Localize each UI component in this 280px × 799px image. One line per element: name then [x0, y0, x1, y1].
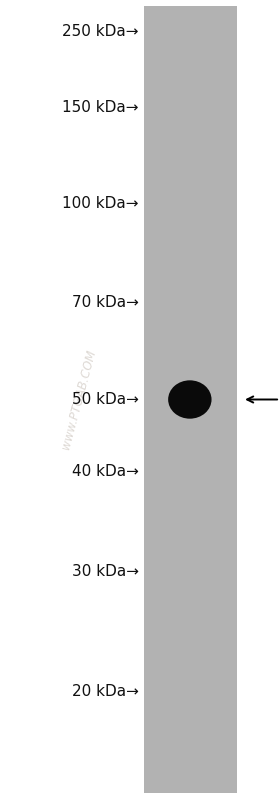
- Text: 20 kDa→: 20 kDa→: [72, 684, 139, 698]
- Ellipse shape: [168, 380, 212, 419]
- Text: 50 kDa→: 50 kDa→: [72, 392, 139, 407]
- Text: 250 kDa→: 250 kDa→: [62, 25, 139, 39]
- Text: 30 kDa→: 30 kDa→: [72, 564, 139, 578]
- Text: 100 kDa→: 100 kDa→: [62, 197, 139, 211]
- Text: 70 kDa→: 70 kDa→: [72, 295, 139, 309]
- Bar: [144, 6, 237, 793]
- Text: 150 kDa→: 150 kDa→: [62, 101, 139, 115]
- Text: www.PTGAB.COM: www.PTGAB.COM: [59, 348, 98, 451]
- Text: 40 kDa→: 40 kDa→: [72, 464, 139, 479]
